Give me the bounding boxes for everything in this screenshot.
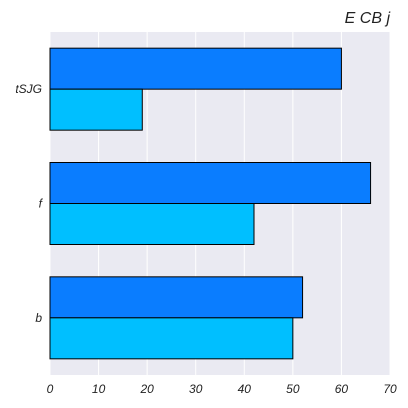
bar [49, 162, 372, 204]
bar [49, 203, 255, 245]
x-tick-label: 0 [47, 382, 54, 396]
bar [49, 47, 342, 90]
chart-title: E CB j [345, 10, 391, 27]
y-category-label: tSJG [15, 82, 42, 96]
y-category-label: f [39, 197, 44, 211]
y-category-labels: tSJG f b [15, 82, 43, 325]
x-tick-label: 20 [139, 382, 154, 396]
bars [49, 47, 372, 360]
x-tick-label: 40 [238, 382, 252, 396]
bar [49, 317, 294, 360]
bar [49, 88, 143, 131]
x-tick-label: 70 [383, 382, 397, 396]
x-tick-label: 60 [335, 382, 349, 396]
x-tick-label: 50 [286, 382, 300, 396]
x-tick-label: 10 [92, 382, 106, 396]
x-tick-label: 30 [189, 382, 203, 396]
bar [49, 276, 304, 319]
x-tick-labels: 0 10 20 30 40 50 60 70 [47, 382, 397, 396]
y-category-label: b [35, 311, 42, 325]
